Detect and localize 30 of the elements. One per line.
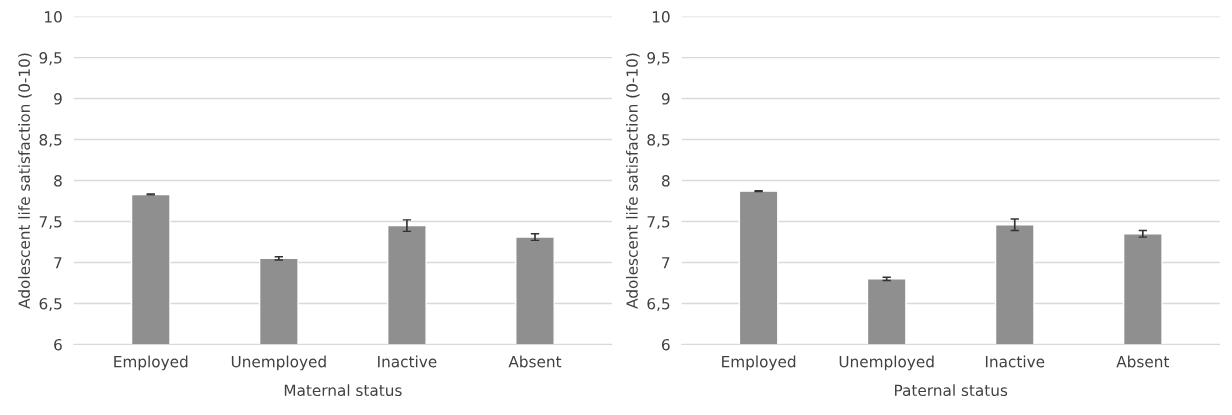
y-tick-label: 7,5: [647, 216, 670, 230]
x-tick-label: Employed: [722, 355, 796, 371]
y-axis-title: Adolescent life satisfaction (0-10): [18, 53, 32, 309]
y-tick-label: 9: [54, 93, 62, 105]
y-tick-label: 6: [54, 338, 62, 351]
x-axis-title: Maternal status: [284, 384, 402, 397]
x-tick-label: Unemployed: [231, 355, 326, 371]
x-tick-label: Inactive: [985, 355, 1045, 368]
x-tick-label: Absent: [1116, 355, 1170, 368]
x-tick-label: Unemployed: [839, 355, 934, 371]
y-tick-label: 10: [652, 11, 670, 23]
y-tick-label: 8: [54, 174, 62, 187]
y-tick-label: 10: [45, 11, 62, 23]
y-tick-label: 9: [661, 93, 670, 105]
y-tick-label: 6: [662, 338, 670, 351]
y-tick-label: 6,5: [647, 297, 670, 312]
x-tick-label: Absent: [508, 355, 562, 368]
x-tick-label: Employed: [114, 355, 188, 371]
y-tick-label: 7: [662, 257, 670, 269]
y-tick-label: 9,5: [39, 52, 62, 66]
x-axis-title: Paternal status: [895, 384, 1008, 397]
y-tick-label: 8: [661, 174, 670, 187]
y-tick-label: 8,5: [647, 134, 670, 148]
y-tick-label: 7,5: [39, 216, 62, 230]
y-tick-label: 9,5: [647, 52, 670, 66]
y-tick-label: 8,5: [39, 134, 62, 148]
y-axis-title: Adolescent life satisfaction (0-10): [626, 53, 640, 309]
y-tick-label: 7: [54, 257, 62, 269]
x-tick-label: Inactive: [378, 355, 437, 368]
y-tick-label: 6,5: [39, 297, 62, 312]
